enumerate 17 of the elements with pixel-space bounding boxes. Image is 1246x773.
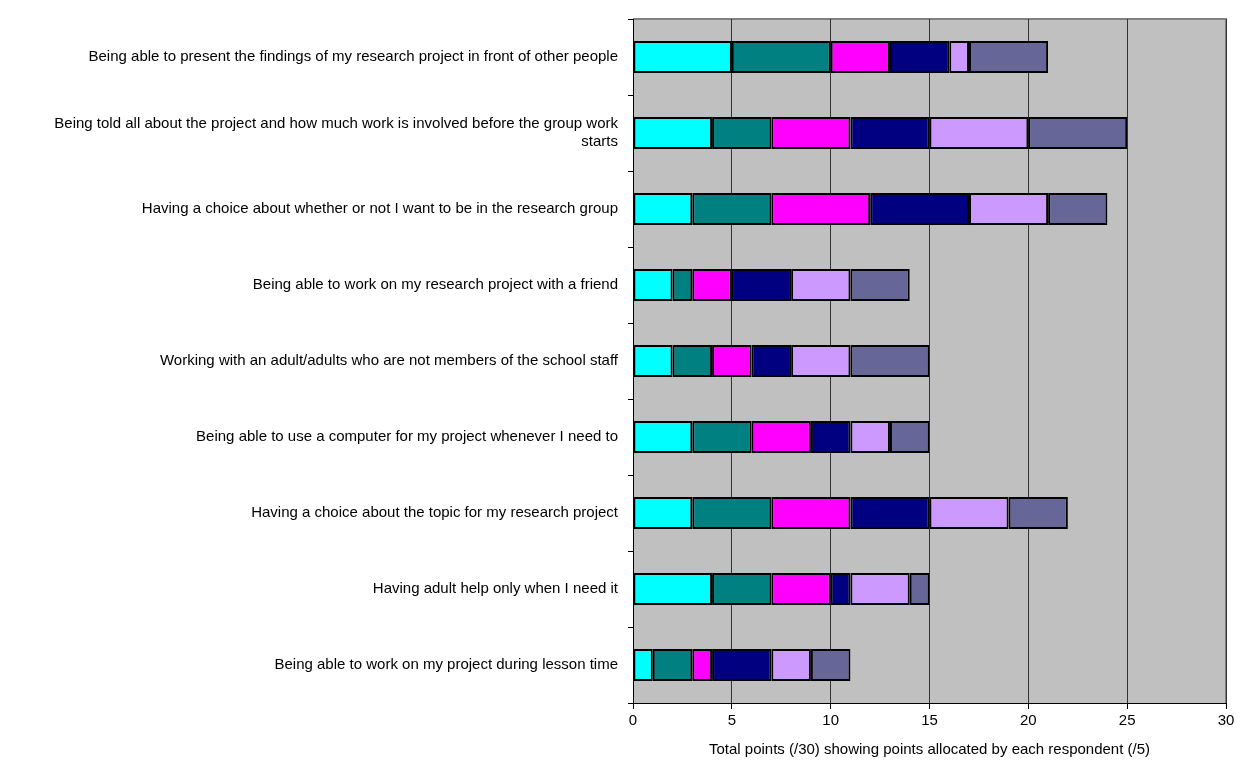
y-tick-label: Working with an adult/adults who are not members of the school staff bbox=[159, 351, 619, 369]
y-tick-label: Having a choice about whether or not I want to be in the research group bbox=[141, 199, 618, 217]
x-tick-label: 0 bbox=[628, 711, 638, 729]
y-tick-label: Being able to work on my project during lesson time bbox=[274, 655, 618, 673]
x-tick-label: 20 bbox=[1019, 711, 1037, 729]
y-tick-label: Being able to use a computer for my project whenever I need to bbox=[196, 427, 618, 445]
y-tick-label: Being told all about the project and how much work is involved before the group work starts bbox=[54, 114, 619, 150]
x-tick-label: 10 bbox=[822, 711, 840, 729]
x-tick-label: 30 bbox=[1217, 711, 1235, 729]
x-tick-label: 15 bbox=[921, 711, 938, 729]
x-tick-label: 25 bbox=[1118, 711, 1136, 729]
y-tick-label: Being able to work on my research project with a friend bbox=[252, 275, 618, 293]
x-axis-title: Total points (/30) showing points allocated by each respondent (/5) bbox=[708, 740, 1151, 758]
x-tick-label: 5 bbox=[727, 711, 737, 729]
y-tick-label: Being able to present the findings of my research project in front of other people bbox=[88, 47, 618, 65]
y-tick-label: Having a choice about the topic for my research project bbox=[251, 503, 619, 521]
y-tick-label: Having adult help only when I need it bbox=[372, 579, 619, 597]
